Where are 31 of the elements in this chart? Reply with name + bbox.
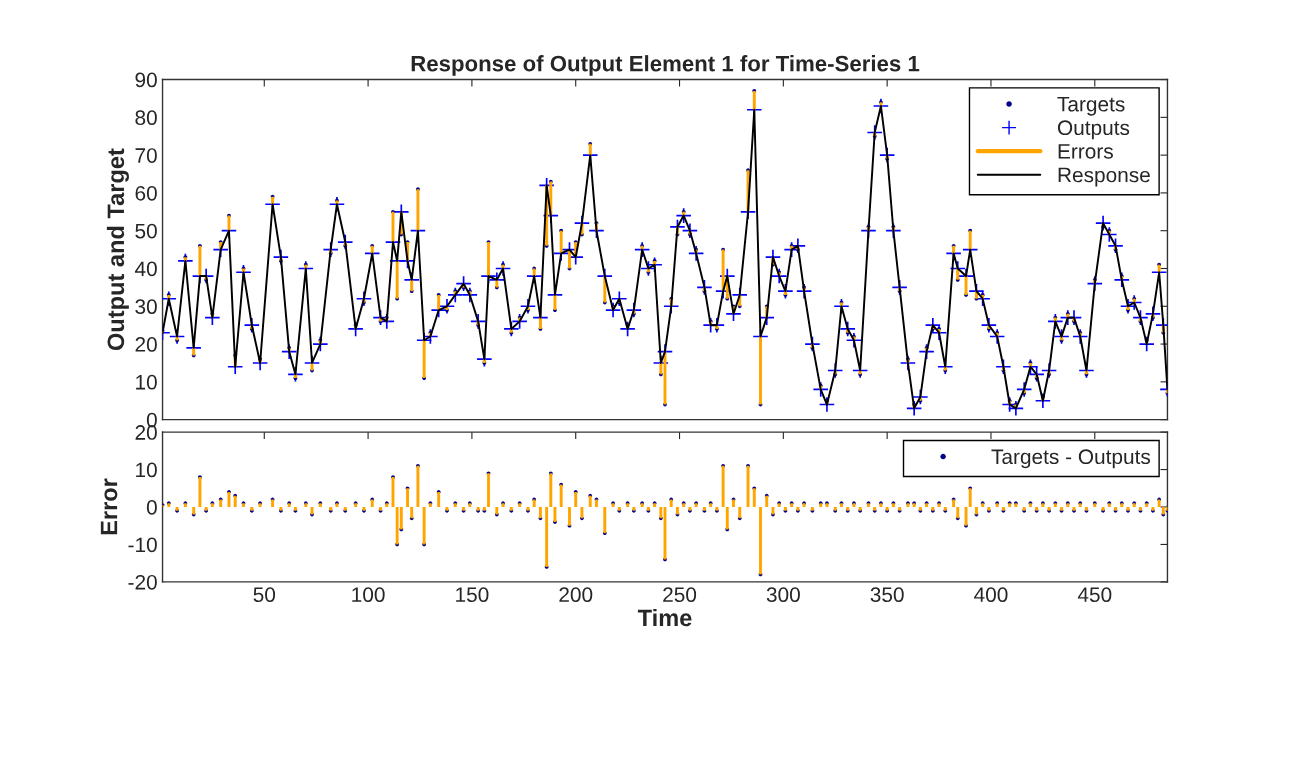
x-tick-label: 450: [1077, 587, 1112, 603]
x-tick-label: 200: [559, 587, 593, 603]
x-tick-label: 150: [456, 587, 489, 603]
legend-label: Targets: [1057, 96, 1125, 116]
y-axis-title: Error: [100, 478, 118, 535]
y-tick-label: -10: [128, 537, 157, 553]
y-tick-label: 40: [134, 261, 157, 277]
x-tick-label: 50: [253, 587, 276, 603]
y-tick-label: 90: [135, 72, 157, 88]
y-tick-label: 0: [146, 500, 157, 515]
chart-title: Response of Output Element 1 for Time-Series 1: [411, 55, 920, 76]
legend-label: Response: [1058, 167, 1150, 187]
y-axis-title: Output and Target: [106, 148, 129, 351]
legend-label: Errors: [1058, 144, 1113, 159]
x-tick-label: 250: [663, 587, 697, 603]
legend-label: Outputs: [1057, 120, 1130, 140]
y-tick-label: 80: [135, 110, 157, 126]
y-tick-label: 60: [135, 185, 157, 201]
x-tick-label: 100: [352, 587, 385, 603]
y-tick-label: 70: [135, 148, 157, 163]
x-axis-title: Time: [637, 608, 692, 627]
y-tick-label: 10: [136, 374, 157, 390]
x-tick-label: 300: [766, 587, 800, 603]
y-tick-label: 20: [135, 337, 157, 352]
y-tick-label: 50: [135, 223, 157, 239]
y-tick-label: 10: [136, 462, 157, 478]
x-tick-label: 400: [974, 587, 1008, 603]
y-tick-label: 30: [135, 299, 157, 315]
y-tick-label: -20: [128, 574, 157, 590]
legend-label: Targets - Outputs: [991, 449, 1151, 469]
x-tick-label: 350: [870, 587, 904, 603]
